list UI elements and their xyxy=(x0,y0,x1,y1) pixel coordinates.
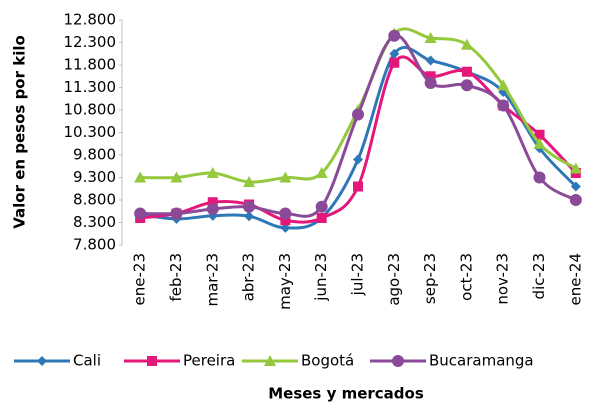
y-tick-label: 8.800 xyxy=(73,191,116,209)
x-tick-label: jul-23 xyxy=(349,253,367,296)
marker xyxy=(388,29,401,42)
series-line xyxy=(139,55,577,224)
legend-label: Cali xyxy=(73,352,101,370)
marker xyxy=(353,154,363,165)
marker xyxy=(389,48,400,59)
marker xyxy=(170,171,183,183)
x-tick-label: dic-23 xyxy=(530,253,548,299)
marker xyxy=(315,167,328,178)
marker xyxy=(533,171,546,184)
marker xyxy=(243,200,256,213)
marker xyxy=(170,207,183,220)
marker xyxy=(206,203,219,215)
marker xyxy=(353,181,363,192)
y-tick-label: 11.800 xyxy=(64,56,117,74)
marker xyxy=(534,129,545,140)
y-tick-label: 10.300 xyxy=(64,123,117,141)
y-tick-label: 9.800 xyxy=(73,146,116,164)
marker xyxy=(279,171,292,183)
y-tick-label: 10.800 xyxy=(64,101,117,119)
legend-marker xyxy=(264,355,276,366)
marker xyxy=(352,108,364,121)
marker xyxy=(425,71,436,82)
marker xyxy=(280,222,291,233)
series-line xyxy=(139,45,577,230)
legend-label: Bogotá xyxy=(301,352,354,370)
x-tick-label: oct-23 xyxy=(457,253,475,301)
marker xyxy=(134,171,147,183)
y-tick-label: 12.800 xyxy=(64,11,117,29)
x-tick-label: sep-23 xyxy=(421,253,439,304)
legend-marker xyxy=(392,355,404,367)
marker xyxy=(424,32,437,43)
marker xyxy=(497,99,510,112)
marker xyxy=(533,137,546,149)
y-tick-label: 12.300 xyxy=(64,33,117,51)
marker xyxy=(569,162,582,174)
marker xyxy=(206,167,219,178)
marker xyxy=(570,181,581,192)
legend-marker xyxy=(147,356,157,366)
x-axis-title: Meses y mercados xyxy=(268,385,424,403)
legend-label: Bucaramanga xyxy=(429,352,534,370)
y-tick-label: 9.300 xyxy=(73,168,116,186)
marker xyxy=(279,207,292,220)
x-tick-label: ene-24 xyxy=(566,253,584,305)
x-tick-label: ago-23 xyxy=(385,253,403,306)
marker xyxy=(497,79,510,91)
x-tick-label: jun-23 xyxy=(312,253,330,302)
marker xyxy=(461,66,472,77)
marker xyxy=(569,194,582,206)
marker xyxy=(424,77,437,89)
x-tick-label: abr-23 xyxy=(240,253,258,301)
marker xyxy=(425,55,436,66)
marker xyxy=(243,176,256,187)
x-tick-label: nov-23 xyxy=(494,253,512,305)
marker xyxy=(389,57,400,68)
x-tick-label: may-23 xyxy=(276,253,294,310)
y-tick-label: 11.300 xyxy=(64,78,117,96)
legend-marker xyxy=(37,356,47,366)
y-tick-label: 7.800 xyxy=(73,236,116,254)
marker xyxy=(244,211,255,222)
marker xyxy=(207,197,218,208)
legend-label: Pereira xyxy=(183,352,235,370)
marker xyxy=(280,215,291,226)
x-tick-label: ene-23 xyxy=(131,253,149,305)
marker xyxy=(316,213,327,223)
x-tick-label: feb-23 xyxy=(167,253,185,302)
marker xyxy=(460,38,473,50)
y-axis-title: Valor en pesos por kilo xyxy=(11,35,29,229)
y-tick-label: 8.300 xyxy=(73,213,116,231)
marker xyxy=(315,200,328,213)
marker xyxy=(460,79,473,92)
x-tick-label: mar-23 xyxy=(203,253,221,307)
marker xyxy=(134,207,147,220)
